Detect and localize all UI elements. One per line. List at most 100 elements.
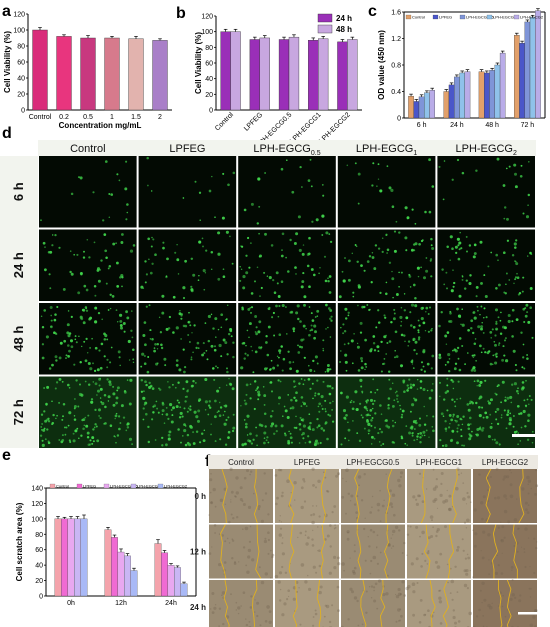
- stained-cell: [170, 409, 173, 411]
- stained-cell: [110, 346, 113, 349]
- stained-cell: [40, 426, 42, 428]
- stained-cell: [494, 392, 497, 395]
- texture-speck: [511, 593, 515, 597]
- texture-speck: [331, 510, 334, 514]
- texture-speck: [527, 479, 532, 483]
- stained-cell: [432, 415, 435, 418]
- stained-cell: [386, 252, 388, 254]
- stained-cell: [387, 404, 390, 406]
- stained-cell: [422, 350, 426, 354]
- stained-cell: [99, 416, 102, 420]
- stained-cell: [371, 252, 374, 254]
- stained-cell: [328, 317, 332, 321]
- stained-cell: [120, 241, 124, 244]
- stained-cell: [264, 232, 267, 236]
- stained-cell: [522, 409, 526, 414]
- scratch-edge-right: [253, 468, 259, 524]
- stained-cell: [525, 405, 527, 408]
- texture-speck: [218, 563, 222, 567]
- texture-speck: [390, 537, 392, 539]
- texture-speck: [254, 599, 256, 601]
- texture-speck: [234, 495, 237, 498]
- stained-cell: [446, 384, 449, 387]
- stained-cell: [196, 341, 200, 345]
- stained-cell: [404, 236, 408, 240]
- stained-cell: [456, 430, 459, 433]
- stained-cell: [259, 254, 262, 258]
- stained-cell: [281, 249, 283, 251]
- stained-cell: [227, 430, 231, 434]
- stained-cell: [356, 260, 359, 264]
- stained-cell: [529, 251, 532, 255]
- texture-speck: [355, 511, 358, 514]
- texture-speck: [535, 541, 538, 543]
- stained-cell: [94, 320, 98, 324]
- stained-cell: [446, 377, 449, 380]
- texture-speck: [353, 544, 356, 546]
- scratch-background: [473, 524, 537, 579]
- stained-cell: [457, 424, 460, 427]
- stained-cell: [340, 443, 343, 446]
- stained-cell: [394, 350, 396, 352]
- stained-cell: [256, 386, 260, 389]
- texture-speck: [221, 594, 223, 596]
- stained-cell: [322, 380, 325, 383]
- stained-cell: [316, 442, 320, 445]
- stained-cell: [481, 429, 484, 432]
- y-tick-label: 140: [31, 486, 43, 493]
- stained-cell: [143, 362, 147, 366]
- texture-speck: [465, 503, 468, 505]
- texture-speck: [365, 590, 368, 593]
- stained-cell: [373, 399, 376, 402]
- stained-cell: [216, 411, 219, 414]
- texture-speck: [328, 524, 332, 527]
- stained-cell: [118, 356, 121, 359]
- stained-cell: [455, 251, 458, 255]
- stained-cell: [360, 264, 363, 267]
- stained-cell: [330, 319, 333, 322]
- row-label-band: [0, 156, 38, 448]
- stained-cell: [448, 413, 452, 417]
- stained-cell: [417, 432, 420, 435]
- micrograph-panel: [337, 229, 436, 301]
- stained-cell: [225, 418, 228, 422]
- stained-cell: [496, 157, 500, 161]
- stained-cell: [369, 409, 373, 412]
- texture-speck: [406, 533, 410, 536]
- stained-cell: [210, 268, 213, 271]
- stained-cell: [472, 255, 476, 259]
- stained-cell: [419, 386, 423, 390]
- stained-cell: [275, 430, 278, 433]
- scratch-panel: [274, 467, 340, 525]
- stained-cell: [476, 379, 480, 383]
- stained-cell: [303, 303, 306, 307]
- stained-cell: [470, 400, 473, 403]
- scratch-edge-left: [356, 524, 362, 579]
- stained-cell: [98, 268, 102, 271]
- texture-speck: [516, 550, 519, 553]
- stained-cell: [39, 434, 43, 437]
- texture-speck: [373, 586, 376, 589]
- stained-cell: [218, 414, 222, 417]
- stained-cell: [54, 313, 57, 316]
- bar: [152, 40, 168, 111]
- texture-speck: [435, 534, 438, 538]
- y-tick-label: 20: [205, 92, 213, 99]
- stained-cell: [263, 394, 267, 398]
- stained-cell: [242, 286, 246, 290]
- stained-cell: [503, 217, 506, 220]
- stained-cell: [523, 320, 526, 324]
- stained-cell: [509, 412, 512, 415]
- stained-cell: [73, 253, 76, 256]
- stained-cell: [352, 291, 355, 294]
- stained-cell: [379, 189, 383, 193]
- stained-cell: [303, 379, 306, 381]
- stained-cell: [401, 364, 403, 367]
- x-tick-label: 0.2: [59, 114, 69, 121]
- stained-cell: [368, 255, 372, 258]
- texture-speck: [333, 505, 337, 508]
- x-tick-label: 24 h: [450, 122, 464, 129]
- micrograph-panel: [238, 229, 336, 301]
- stained-cell: [299, 428, 302, 431]
- stained-cell: [220, 313, 224, 317]
